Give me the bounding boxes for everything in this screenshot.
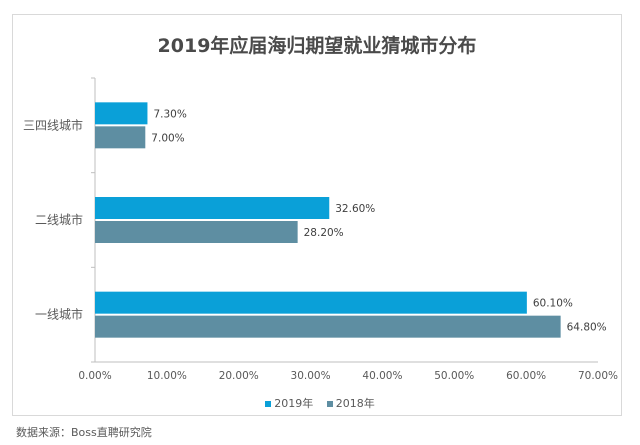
legend-swatch-2018 — [326, 401, 333, 407]
x-tick-label: 60.00% — [506, 370, 546, 382]
category-label: 三四线城市 — [23, 117, 83, 132]
category-label: 二线城市 — [35, 212, 83, 227]
x-tick-label: 20.00% — [219, 370, 259, 382]
bar — [95, 126, 146, 149]
legend: 2019年 2018年 — [0, 395, 640, 411]
data-label: 60.10% — [533, 298, 573, 310]
bar — [95, 102, 148, 125]
category-label: 一线城市 — [35, 307, 83, 322]
data-label: 28.20% — [304, 227, 344, 239]
legend-swatch-2019 — [265, 401, 272, 407]
bar — [95, 315, 561, 338]
legend-item-2018: 2018年 — [326, 395, 375, 411]
chart-title: 2019年应届海归期望就业猜城市分布 — [157, 35, 477, 57]
source-note: 数据来源：Boss直聘研究院 — [16, 426, 152, 439]
x-tick-label: 50.00% — [434, 370, 474, 382]
bar — [95, 221, 298, 243]
bar — [95, 197, 330, 219]
legend-item-2019: 2019年 — [265, 395, 313, 411]
x-tick-label: 10.00% — [147, 370, 187, 382]
bar — [95, 291, 527, 314]
x-tick-label: 30.00% — [291, 370, 331, 382]
legend-label-2019: 2019年 — [274, 397, 314, 410]
data-label: 7.00% — [151, 132, 184, 144]
data-label: 7.30% — [153, 108, 186, 120]
x-tick-label: 0.00% — [78, 370, 111, 382]
data-label: 32.60% — [335, 203, 375, 215]
x-tick-label: 70.00% — [578, 370, 618, 382]
data-label: 64.80% — [567, 322, 607, 334]
x-tick-label: 40.00% — [362, 370, 402, 382]
legend-label-2018: 2018年 — [335, 397, 375, 410]
